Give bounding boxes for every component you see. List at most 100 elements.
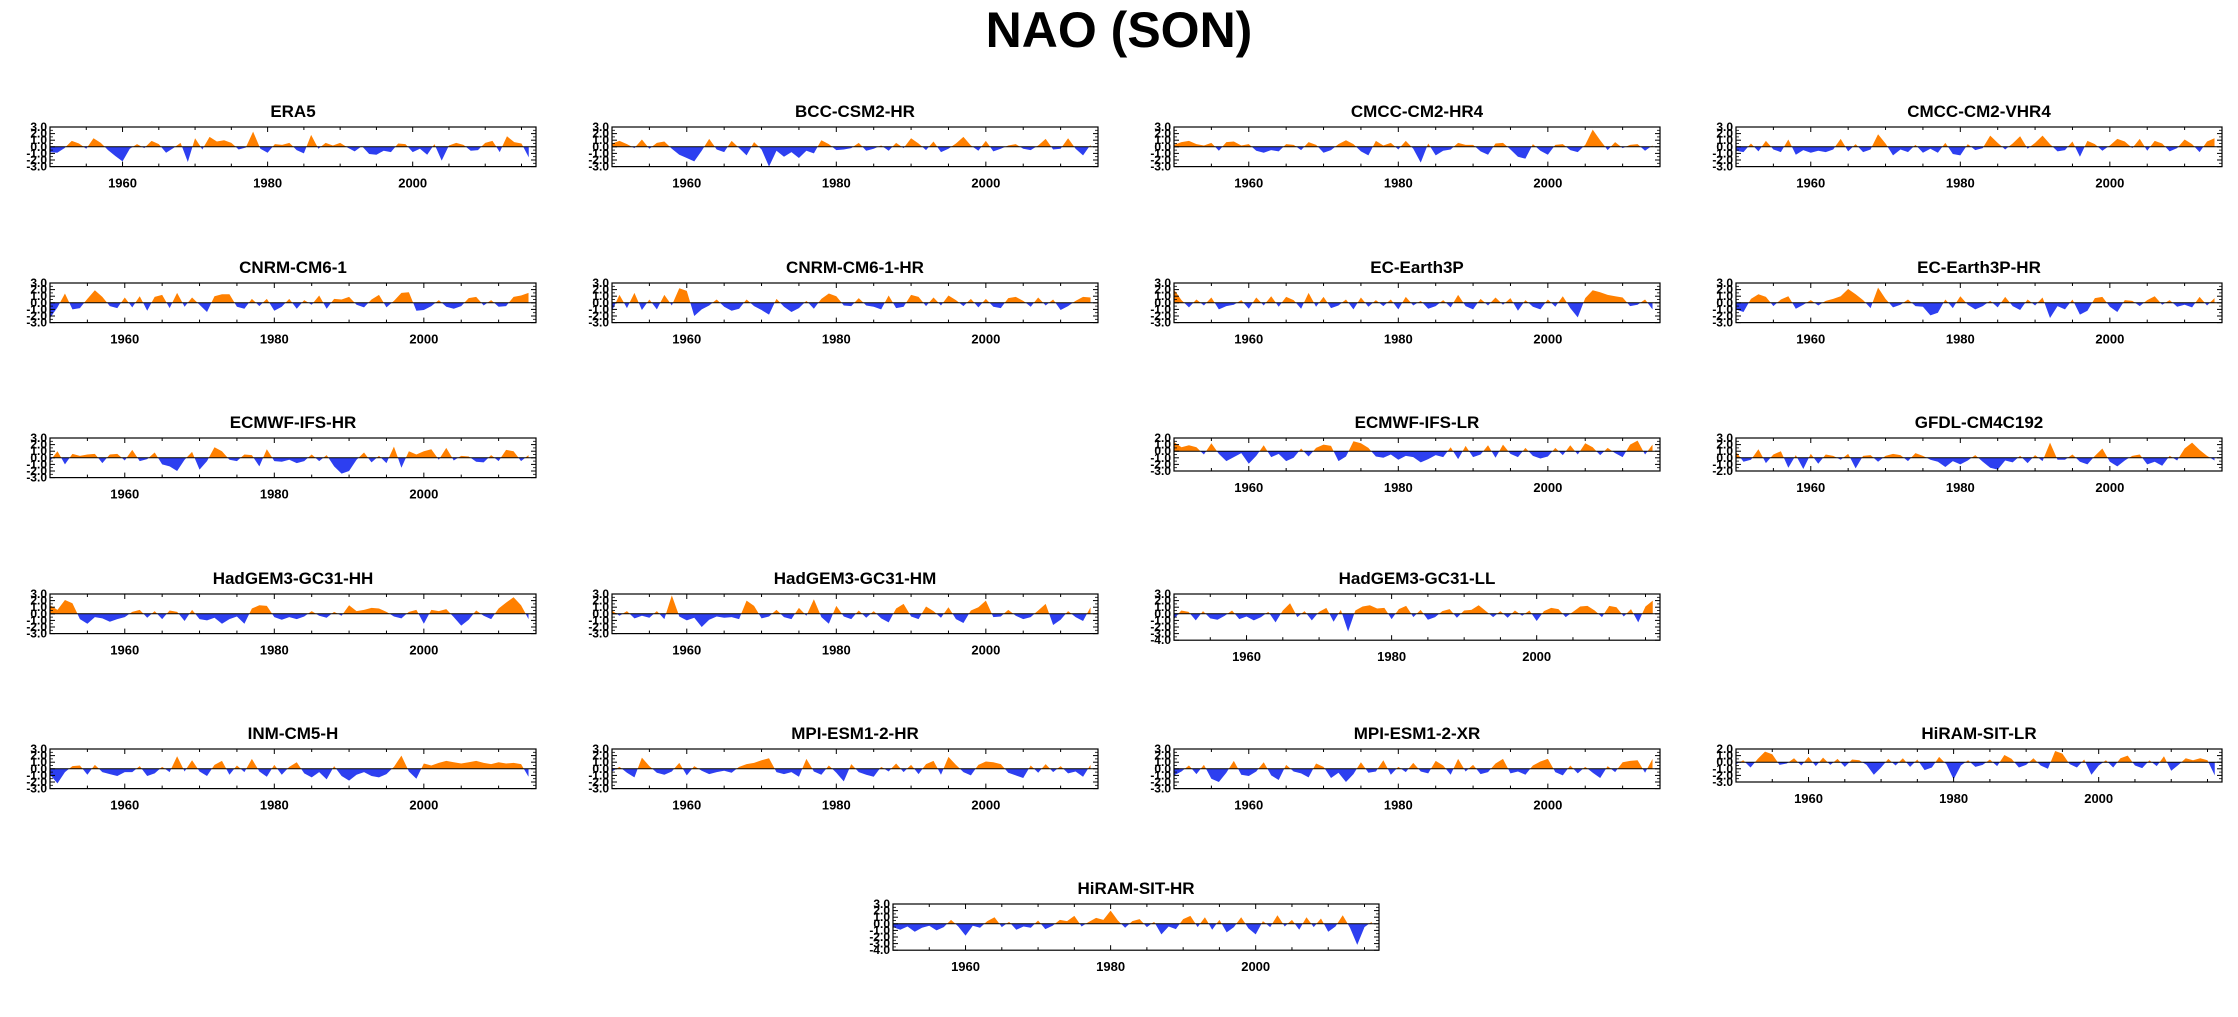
positive-anomaly-area [612, 756, 1091, 769]
x-tick-label: 1980 [822, 332, 851, 347]
y-tick-label: -1.0 [588, 146, 609, 160]
y-tick-label: -3.0 [26, 160, 47, 174]
x-tick-label: 1960 [1234, 176, 1263, 191]
panel-title: ERA5 [270, 102, 315, 121]
y-tick-label: -1.0 [1150, 302, 1171, 316]
y-tick-label: 3.0 [30, 587, 47, 601]
negative-anomaly-area [1736, 762, 2215, 780]
negative-anomaly-area [50, 457, 529, 474]
negative-anomaly-area [1736, 302, 2215, 318]
panel-title: INM-CM5-H [248, 724, 339, 743]
y-tick-label: -2.0 [1712, 153, 1733, 167]
y-tick-label: -2.0 [869, 930, 890, 944]
y-tick-label: 1.0 [592, 600, 609, 614]
y-tick-label: -3.0 [1150, 160, 1171, 174]
panel-title: HadGEM3-GC31-HM [774, 569, 936, 588]
x-tick-label: 1960 [951, 959, 980, 974]
x-tick-label: 2000 [1533, 332, 1562, 347]
y-tick-label: 0.0 [1154, 762, 1171, 776]
x-tick-label: 2000 [1522, 649, 1551, 664]
x-tick-label: 1960 [110, 643, 139, 658]
y-tick-label: 1.0 [1154, 133, 1171, 147]
y-tick-label: 3.0 [30, 431, 47, 445]
x-tick-label: 1980 [1096, 959, 1125, 974]
y-tick-label: -3.0 [1150, 627, 1171, 641]
y-tick-label: 2.0 [1716, 438, 1733, 452]
y-tick-label: 3.0 [592, 742, 609, 756]
y-tick-label: -1.0 [1712, 457, 1733, 471]
x-tick-label: 1980 [822, 176, 851, 191]
x-tick-label: 1960 [108, 176, 137, 191]
positive-anomaly-area [1174, 440, 1653, 452]
x-tick-label: 1980 [822, 798, 851, 813]
y-tick-label: -3.0 [26, 471, 47, 485]
y-tick-label: 0.0 [30, 451, 47, 465]
x-tick-label: 1960 [1234, 332, 1263, 347]
panel-title: CMCC-CM2-HR4 [1351, 102, 1484, 121]
y-tick-label: -3.0 [1712, 160, 1733, 174]
x-tick-label: 1960 [672, 643, 701, 658]
y-tick-label: -1.0 [588, 613, 609, 627]
y-tick-label: -2.0 [26, 775, 47, 789]
y-tick-label: -2.0 [1712, 464, 1733, 478]
y-tick-label: 2.0 [1154, 594, 1171, 608]
x-tick-label: 1980 [260, 332, 289, 347]
y-tick-label: 1.0 [30, 755, 47, 769]
y-tick-label: -2.0 [588, 620, 609, 634]
x-tick-label: 1980 [822, 643, 851, 658]
panel-1: BCC-CSM2-HR 3.02.01.00.0-1.0-2.0-3.0 1960 1… [588, 102, 1099, 191]
x-tick-label: 1960 [110, 487, 139, 502]
y-tick-label: 1.0 [1716, 289, 1733, 303]
y-tick-label: 3.0 [592, 120, 609, 134]
positive-anomaly-area [1736, 442, 2215, 458]
negative-anomaly-area [893, 923, 1372, 945]
y-tick-label: 2.0 [1154, 283, 1171, 297]
y-tick-label: 0.0 [30, 140, 47, 154]
y-tick-label: 1.0 [30, 133, 47, 147]
panel-title: MPI-ESM1-2-XR [1354, 724, 1481, 743]
y-tick-label: -1.0 [1150, 451, 1171, 465]
y-tick-label: 0.0 [592, 296, 609, 310]
y-tick-label: 0.0 [1716, 755, 1733, 769]
x-tick-label: 1960 [672, 176, 701, 191]
x-tick-label: 1960 [110, 332, 139, 347]
panel-3: CMCC-CM2-VHR4 3.02.01.00.0-1.0-2.0-3.0 196… [1712, 102, 2223, 191]
panel-title: HadGEM3-GC31-HH [213, 569, 374, 588]
x-tick-label: 2000 [409, 798, 438, 813]
y-tick-label: 0.0 [873, 917, 890, 931]
y-tick-label: 1.0 [1154, 438, 1171, 452]
panel-title: GFDL-CM4C192 [1915, 413, 2043, 432]
y-tick-label: 2.0 [30, 749, 47, 763]
y-tick-label: -1.0 [1150, 613, 1171, 627]
y-tick-label: 1.0 [1154, 755, 1171, 769]
y-tick-label: 0.0 [1716, 296, 1733, 310]
y-tick-label: -2.0 [26, 153, 47, 167]
x-tick-label: 2000 [398, 176, 427, 191]
x-tick-label: 1960 [672, 332, 701, 347]
y-tick-label: -2.0 [1150, 620, 1171, 634]
positive-anomaly-area [893, 910, 1372, 924]
panel-title: CMCC-CM2-VHR4 [1907, 102, 2051, 121]
y-tick-label: -2.0 [588, 775, 609, 789]
y-tick-label: 1.0 [592, 133, 609, 147]
y-tick-label: -4.0 [1150, 633, 1171, 647]
y-tick-label: -3.0 [588, 316, 609, 330]
x-tick-label: 1980 [1946, 332, 1975, 347]
y-tick-label: 3.0 [1154, 276, 1171, 290]
y-tick-label: -3.0 [588, 782, 609, 796]
y-tick-label: -1.0 [26, 768, 47, 782]
panel-7: EC-Earth3P-HR 3.02.01.00.0-1.0-2.0-3.0 196… [1712, 258, 2223, 347]
panel-11: HadGEM3-GC31-HH 3.02.01.00.0-1.0-2.0-3.0 1… [26, 569, 537, 658]
y-tick-label: -2.0 [588, 153, 609, 167]
y-tick-label: -1.0 [26, 457, 47, 471]
negative-anomaly-area [1174, 146, 1653, 163]
negative-anomaly-area [50, 613, 529, 626]
x-tick-label: 1960 [1796, 176, 1825, 191]
positive-anomaly-area [50, 597, 529, 614]
figure-title: NAO (SON) [985, 2, 1253, 58]
positive-anomaly-area [50, 131, 529, 147]
y-tick-label: 2.0 [873, 904, 890, 918]
y-tick-label: 3.0 [1716, 276, 1733, 290]
y-tick-label: 2.0 [592, 749, 609, 763]
